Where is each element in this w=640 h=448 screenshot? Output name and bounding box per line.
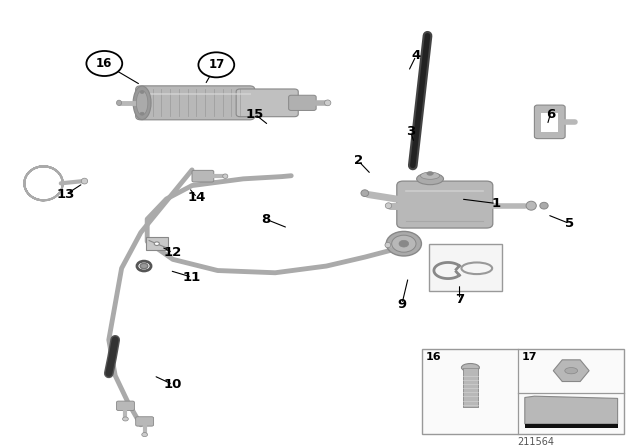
Text: 6: 6 — [546, 108, 555, 121]
Ellipse shape — [324, 100, 331, 106]
FancyBboxPatch shape — [289, 95, 316, 111]
Ellipse shape — [385, 242, 390, 248]
Ellipse shape — [140, 263, 148, 269]
Text: 17: 17 — [208, 58, 225, 71]
Polygon shape — [146, 237, 168, 250]
Text: 5: 5 — [565, 217, 574, 230]
Text: 2: 2 — [354, 155, 363, 168]
Ellipse shape — [392, 235, 416, 252]
Text: 11: 11 — [183, 271, 201, 284]
Ellipse shape — [142, 433, 148, 437]
Ellipse shape — [399, 240, 409, 247]
Ellipse shape — [361, 190, 369, 197]
Ellipse shape — [461, 363, 479, 371]
Ellipse shape — [116, 100, 122, 106]
Ellipse shape — [526, 201, 536, 210]
Ellipse shape — [133, 86, 151, 120]
Polygon shape — [525, 424, 618, 428]
FancyBboxPatch shape — [236, 89, 298, 116]
Polygon shape — [525, 396, 618, 424]
Ellipse shape — [140, 91, 144, 94]
Ellipse shape — [136, 90, 148, 115]
Bar — [463, 367, 478, 407]
Text: 3: 3 — [406, 125, 415, 138]
Ellipse shape — [406, 240, 413, 246]
Text: 8: 8 — [261, 213, 270, 226]
Text: 17: 17 — [522, 352, 538, 362]
FancyBboxPatch shape — [534, 105, 565, 138]
FancyBboxPatch shape — [397, 181, 493, 228]
Text: 4: 4 — [412, 49, 420, 62]
Ellipse shape — [140, 112, 144, 115]
Ellipse shape — [540, 202, 548, 209]
Ellipse shape — [417, 173, 444, 185]
Ellipse shape — [223, 174, 228, 178]
Text: 12: 12 — [164, 246, 182, 259]
Circle shape — [86, 51, 122, 76]
Text: 1: 1 — [492, 197, 500, 210]
Text: 15: 15 — [246, 108, 264, 121]
Ellipse shape — [81, 178, 88, 184]
Text: 16: 16 — [426, 352, 442, 362]
Circle shape — [198, 52, 234, 78]
Ellipse shape — [387, 232, 422, 256]
Text: 9: 9 — [397, 297, 406, 310]
FancyBboxPatch shape — [136, 86, 255, 120]
Text: 10: 10 — [164, 378, 182, 391]
Text: 211564: 211564 — [518, 437, 554, 447]
FancyBboxPatch shape — [116, 401, 134, 410]
Ellipse shape — [427, 172, 433, 175]
Ellipse shape — [565, 367, 578, 374]
FancyBboxPatch shape — [192, 170, 214, 182]
Bar — [429, 244, 502, 291]
Ellipse shape — [420, 172, 440, 179]
Text: 16: 16 — [96, 57, 113, 70]
FancyBboxPatch shape — [136, 417, 154, 426]
Bar — [422, 349, 624, 434]
Bar — [541, 113, 558, 132]
Ellipse shape — [385, 203, 392, 209]
Text: 13: 13 — [57, 188, 75, 201]
Ellipse shape — [154, 242, 159, 246]
Text: 14: 14 — [188, 191, 206, 204]
Ellipse shape — [123, 417, 128, 421]
Text: 7: 7 — [455, 293, 464, 306]
